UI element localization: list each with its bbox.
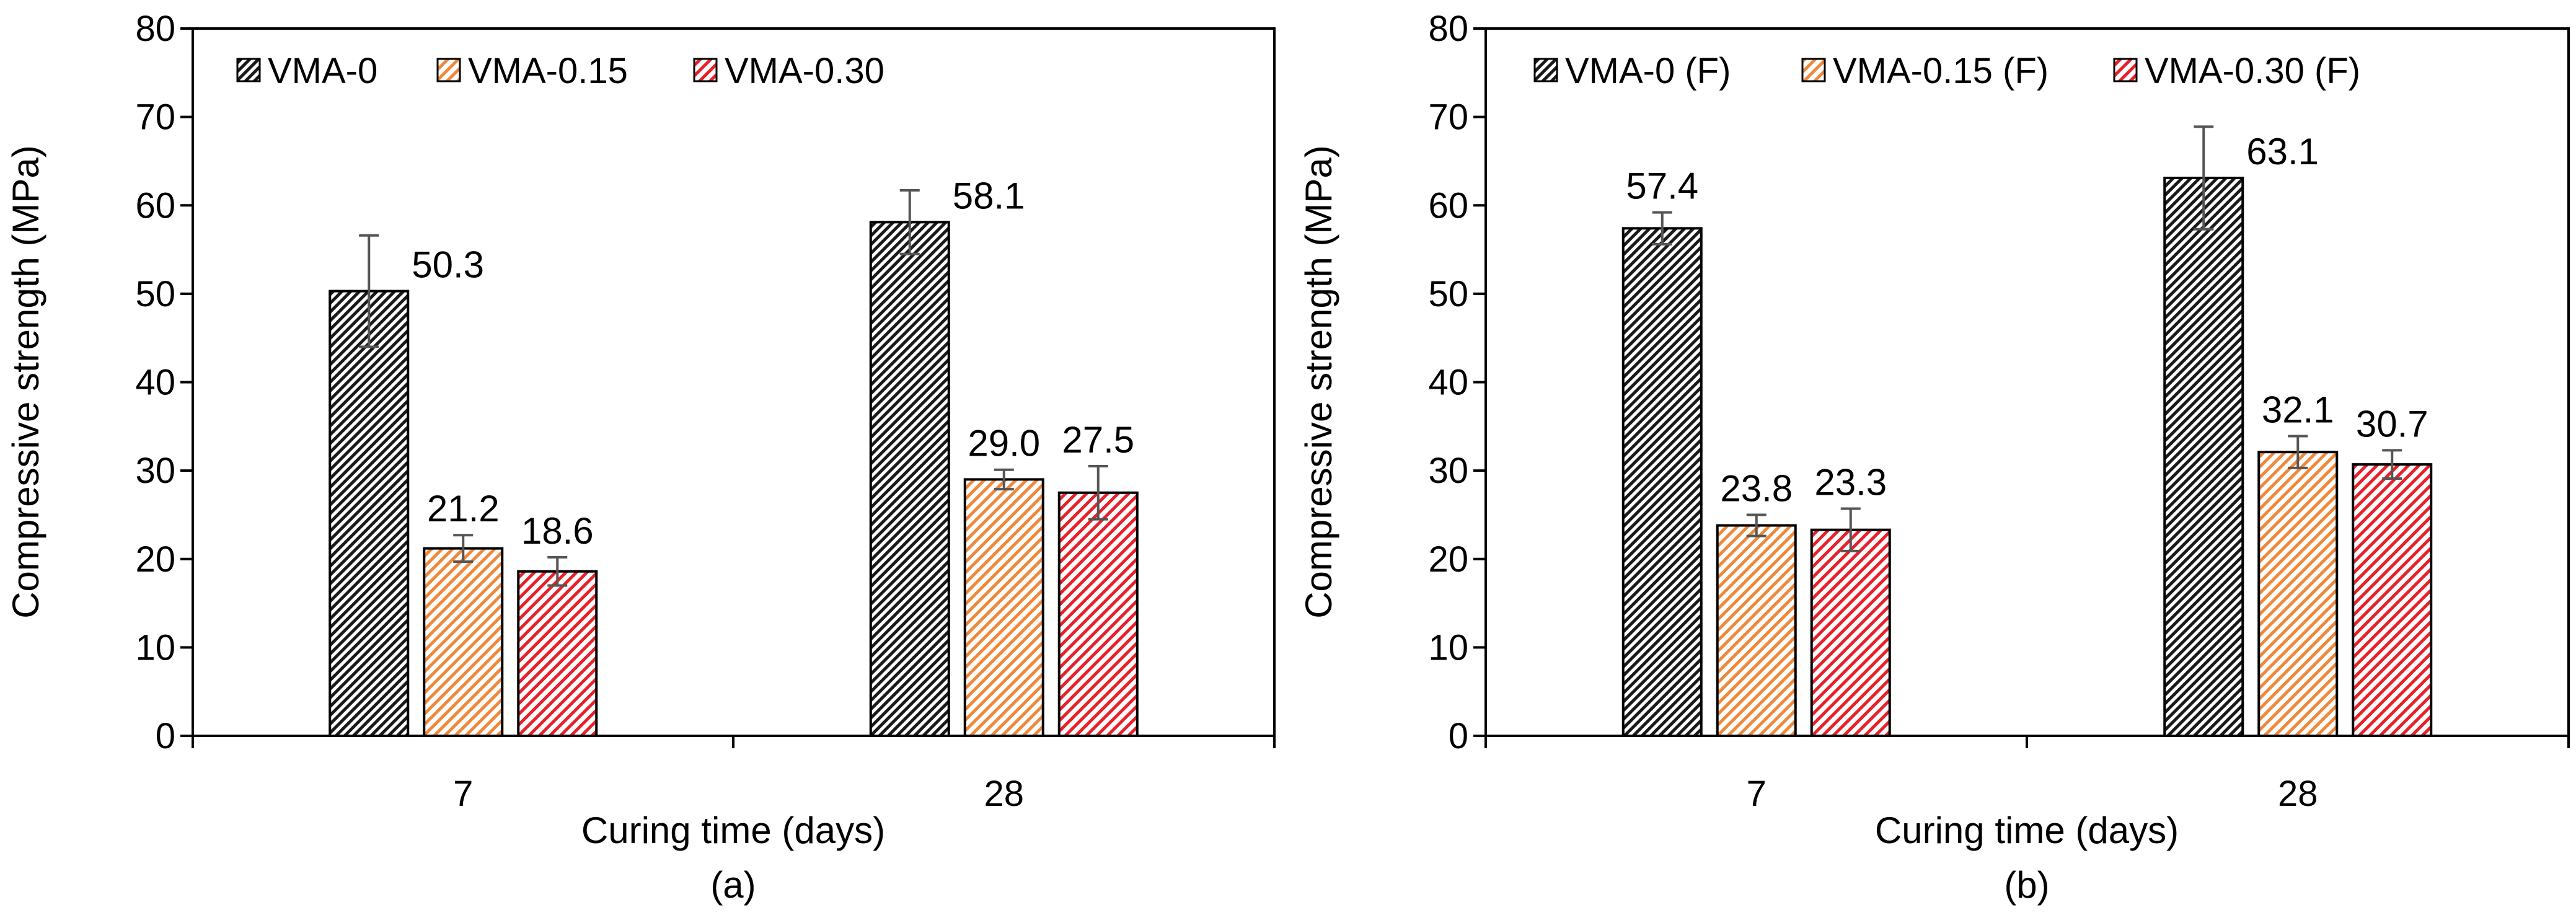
y-tick-label: 50 [135,274,175,314]
bar [869,221,950,737]
x-axis-title: Curing time (days) [581,810,885,851]
x-tick-label: 7 [1747,774,1767,814]
data-label: 63.1 [2246,131,2319,172]
data-label: 58.1 [953,175,1025,216]
bar [963,478,1044,737]
bar [423,547,504,737]
bar [2257,451,2339,738]
y-tick-label: 30 [1428,451,1468,491]
legend-swatch-0 [1533,58,1558,82]
y-tick-label: 10 [1428,627,1468,668]
bars: 57.4 23.8 23.3 63.1 32.1 30.7 [1621,125,2433,738]
y-tick-label: 60 [1428,185,1468,226]
y-tick-label: 30 [135,451,175,491]
legend-swatch-2 [2113,58,2138,82]
y-tick-label: 50 [1428,274,1468,314]
legend-label-2: VMA-0.30 (F) [2145,51,2360,91]
y-tick-label: 40 [135,363,175,403]
legend-swatch-1 [1801,58,1826,82]
y-axis-title: Compressive strength (MPa) [1298,145,1339,619]
y-axis-title: Compressive strength (MPa) [5,145,46,619]
y-tick-label: 20 [1428,539,1468,580]
bar [1810,528,1891,738]
legend-swatch-2 [693,58,718,82]
y-tick-label: 70 [135,97,175,138]
y-tick-label: 10 [135,627,175,668]
y-tick-label: 80 [135,9,175,49]
chart-panel-b: 0 10 20 30 40 50 60 70 80 57.4 23.8 23.3 63.1 32.1 30… [1298,9,2570,906]
data-label: 50.3 [412,244,484,286]
bar [1621,227,1703,737]
legend: VMA-0 VMA-0.15 VMA-0.30 [236,51,884,91]
bar [1057,491,1139,737]
x-axis-categories: 7 28 [453,774,1024,814]
panel-label: (a) [710,864,756,906]
x-tick-label: 28 [984,774,1024,814]
legend-label-1: VMA-0.15 [468,51,628,91]
bar [2163,177,2244,737]
y-tick-label: 0 [156,716,175,756]
y-tick-label: 20 [135,539,175,580]
legend: VMA-0 (F) VMA-0.15 (F) VMA-0.30 (F) [1533,51,2360,91]
y-axis-ticks: 0 10 20 30 40 50 60 70 80 [135,9,193,756]
data-label: 30.7 [2356,403,2428,444]
data-label: 32.1 [2262,389,2334,431]
data-label: 18.6 [521,510,594,552]
x-axis-title: Curing time (days) [1875,810,2179,851]
legend-label-2: VMA-0.30 [725,51,884,91]
legend-label-0: VMA-0 (F) [1565,51,1731,91]
x-tick-label: 28 [2278,774,2318,814]
legend-swatch-1 [436,58,461,82]
legend-swatch-0 [236,58,261,82]
bar [2352,463,2433,737]
y-tick-label: 70 [1428,97,1468,138]
bar [329,290,410,737]
y-tick-label: 80 [1428,9,1468,49]
y-tick-label: 60 [135,185,175,226]
data-label: 29.0 [968,423,1040,464]
legend-label-0: VMA-0 [268,51,377,91]
data-label: 23.8 [1720,467,1793,509]
data-label: 21.2 [427,488,500,529]
data-label: 27.5 [1062,419,1134,461]
y-tick-label: 40 [1428,363,1468,403]
y-tick-label: 0 [1449,716,1468,756]
chart-panel-a: 0 10 20 30 40 50 60 70 80 50.3 21.2 18.6 58.1 29.0 27… [5,9,1276,906]
x-axis-categories: 7 28 [1747,774,2318,814]
legend-label-1: VMA-0.15 (F) [1833,51,2049,91]
data-label: 57.4 [1626,166,1698,207]
panel-label: (b) [2004,864,2049,906]
data-label: 23.3 [1814,461,1887,503]
x-tick-label: 7 [453,774,473,814]
y-axis-ticks: 0 10 20 30 40 50 60 70 80 [1428,9,1486,756]
bar [1716,524,1797,737]
bar [517,570,598,738]
bars: 50.3 21.2 18.6 58.1 29.0 27.5 [329,175,1139,738]
